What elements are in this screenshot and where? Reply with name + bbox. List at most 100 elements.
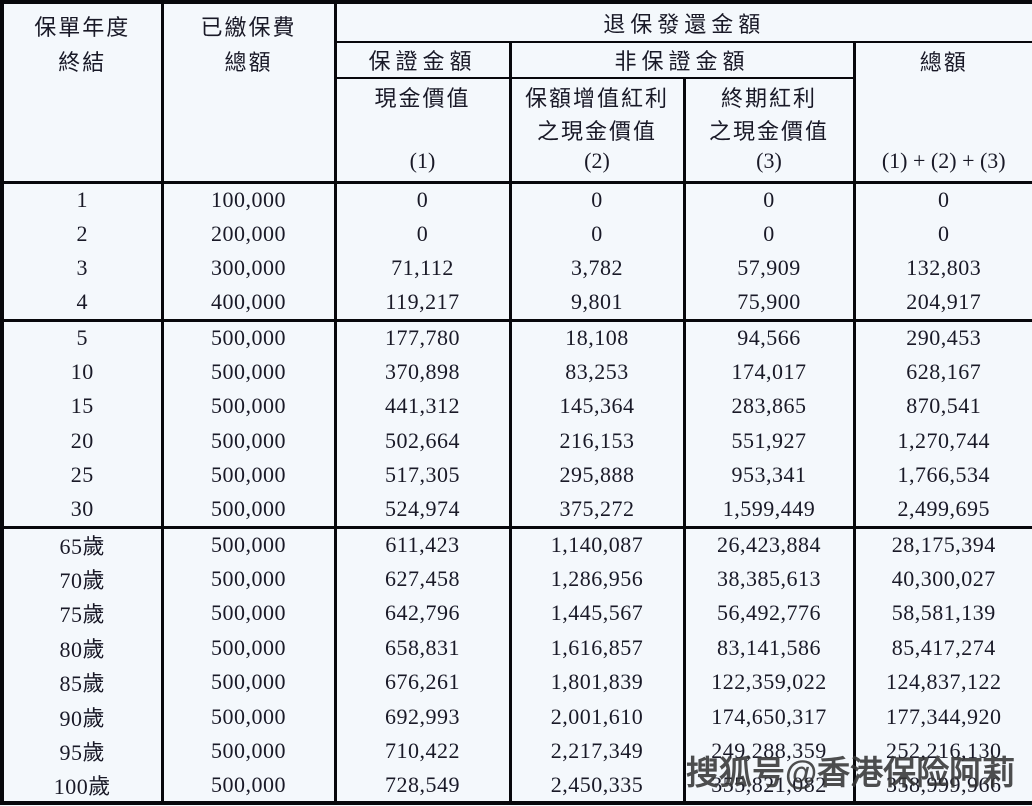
value-cell: 83,141,586 — [682, 630, 856, 665]
table-row: 70歲 500,000 627,458 1,286,956 38,385,613 40,3… — [0, 561, 1032, 596]
table-row: 2 200,000 0 0 0 0 — [0, 216, 1032, 251]
header-total-label: 總額 — [919, 50, 968, 76]
header-premium-line2: 總額 — [224, 50, 273, 75]
value-cell: 500,000 — [160, 423, 337, 458]
value-cell: 0 — [852, 216, 1032, 251]
header-total-group: 總額 (1) + (2) + (3) — [852, 41, 1032, 183]
value-cell: 953,341 — [682, 458, 856, 493]
policy-year-cell: 30 — [0, 492, 164, 527]
policy-year-cell: 5 — [0, 318, 164, 355]
policy-year-cell: 10 — [0, 354, 164, 389]
policy-year-cell: 4 — [0, 285, 164, 320]
policy-year-cell: 100歲 — [0, 768, 164, 803]
table-row: 65歲 500,000 611,423 1,140,087 26,423,884 28,1… — [0, 525, 1032, 562]
table-row: 100歲 500,000 728,549 2,450,335 355,821,082 35… — [0, 768, 1032, 803]
value-cell: 200,000 — [160, 216, 337, 251]
value-cell: 628,167 — [852, 354, 1032, 389]
value-cell: 500,000 — [160, 354, 337, 389]
value-cell: 300,000 — [160, 251, 337, 286]
value-cell: 500,000 — [160, 492, 337, 527]
header-special-bonus-label: 保額增值紅利 之現金價值 — [524, 86, 669, 145]
value-cell: 441,312 — [333, 389, 512, 424]
value-cell: 500,000 — [160, 389, 337, 424]
value-cell: 1,766,534 — [852, 458, 1032, 493]
value-cell: 28,175,394 — [852, 525, 1032, 562]
header-premium-line1: 已繳保費 — [200, 15, 297, 40]
header-row-3: 現金價值 (1) 保額增值紅利 之現金價值 (2) — [2, 77, 1032, 183]
value-cell: 500,000 — [160, 318, 337, 355]
value-cell: 500,000 — [160, 768, 337, 803]
value-cell: 551,927 — [682, 423, 856, 458]
value-cell: 57,909 — [682, 251, 856, 286]
header-policy-year-line1: 保單年度 — [34, 15, 131, 40]
header-cash-value-label: 現金價值 — [374, 86, 471, 112]
block-policy-years-5-30: 5 500,000 177,780 18,108 94,566 290,453 10 500,… — [0, 318, 1032, 527]
value-cell: 283,865 — [682, 389, 856, 424]
value-cell: 2,217,349 — [508, 734, 686, 769]
value-cell: 290,453 — [852, 318, 1032, 355]
value-cell: 124,837,122 — [852, 665, 1032, 700]
value-cell: 627,458 — [333, 561, 512, 596]
value-cell: 0 — [852, 180, 1032, 217]
header-cash-value-num: (1) — [409, 148, 436, 174]
policy-year-cell: 95歲 — [0, 734, 164, 769]
value-cell: 58,581,139 — [852, 596, 1032, 631]
value-cell: 1,801,839 — [508, 665, 686, 700]
value-cell: 1,616,857 — [508, 630, 686, 665]
value-cell: 500,000 — [160, 734, 337, 769]
block-ages-65-100: 65歲 500,000 611,423 1,140,087 26,423,884 28,1… — [0, 525, 1032, 803]
value-cell: 517,305 — [333, 458, 512, 493]
value-cell: 204,917 — [852, 285, 1032, 320]
value-cell: 0 — [508, 216, 686, 251]
value-cell: 358,999,966 — [852, 768, 1032, 803]
table-row: 80歲 500,000 658,831 1,616,857 83,141,586 85,4… — [0, 630, 1032, 665]
policy-year-cell: 75歲 — [0, 596, 164, 631]
policy-year-cell: 85歲 — [0, 665, 164, 700]
value-cell: 658,831 — [333, 630, 512, 665]
policy-year-cell: 70歲 — [0, 561, 164, 596]
value-cell: 71,112 — [333, 251, 512, 286]
value-cell: 177,344,920 — [852, 699, 1032, 734]
table-row: 95歲 500,000 710,422 2,217,349 249,288,359 252… — [0, 734, 1032, 769]
value-cell: 85,417,274 — [852, 630, 1032, 665]
header-policy-year-line2: 終結 — [58, 50, 107, 75]
value-cell: 500,000 — [160, 630, 337, 665]
value-cell: 1,286,956 — [508, 561, 686, 596]
value-cell: 18,108 — [508, 318, 686, 355]
value-cell: 174,650,317 — [682, 699, 856, 734]
table-row: 1 100,000 0 0 0 0 — [0, 180, 1032, 217]
value-cell: 870,541 — [852, 389, 1032, 424]
policy-year-cell: 25 — [0, 458, 164, 493]
value-cell: 145,364 — [508, 389, 686, 424]
value-cell: 1,270,744 — [852, 423, 1032, 458]
value-cell: 375,272 — [508, 492, 686, 527]
value-cell: 83,253 — [508, 354, 686, 389]
value-cell: 1,599,449 — [682, 492, 856, 527]
value-cell: 355,821,082 — [682, 768, 856, 803]
value-cell: 710,422 — [333, 734, 512, 769]
value-cell: 26,423,884 — [682, 525, 856, 562]
value-cell: 642,796 — [333, 596, 512, 631]
header-terminal-bonus-label: 終期紅利 之現金價值 — [708, 86, 829, 145]
value-cell: 0 — [682, 216, 856, 251]
policy-year-cell: 90歲 — [0, 699, 164, 734]
header-special-bonus: 保額增值紅利 之現金價值 (2) — [508, 77, 686, 183]
table-row: 30 500,000 524,974 375,272 1,599,449 2,499,69… — [0, 492, 1032, 527]
value-cell: 0 — [508, 180, 686, 217]
header-policy-year: 保單年度 終結 — [0, 1, 164, 183]
table-row: 90歲 500,000 692,993 2,001,610 174,650,317 177… — [0, 699, 1032, 734]
policy-year-cell: 15 — [0, 389, 164, 424]
table-row: 85歲 500,000 676,261 1,801,839 122,359,022 124… — [0, 665, 1032, 700]
value-cell: 132,803 — [852, 251, 1032, 286]
value-cell: 611,423 — [333, 525, 512, 562]
value-cell: 676,261 — [333, 665, 512, 700]
value-cell: 9,801 — [508, 285, 686, 320]
header-non-guaranteed-group: 非保證金額 — [508, 41, 856, 79]
value-cell: 728,549 — [333, 768, 512, 803]
value-cell: 216,153 — [508, 423, 686, 458]
policy-year-cell: 20 — [0, 423, 164, 458]
value-cell: 692,993 — [333, 699, 512, 734]
table-row: 3 300,000 71,112 3,782 57,909 132,803 — [0, 251, 1032, 286]
value-cell: 2,450,335 — [508, 768, 686, 803]
